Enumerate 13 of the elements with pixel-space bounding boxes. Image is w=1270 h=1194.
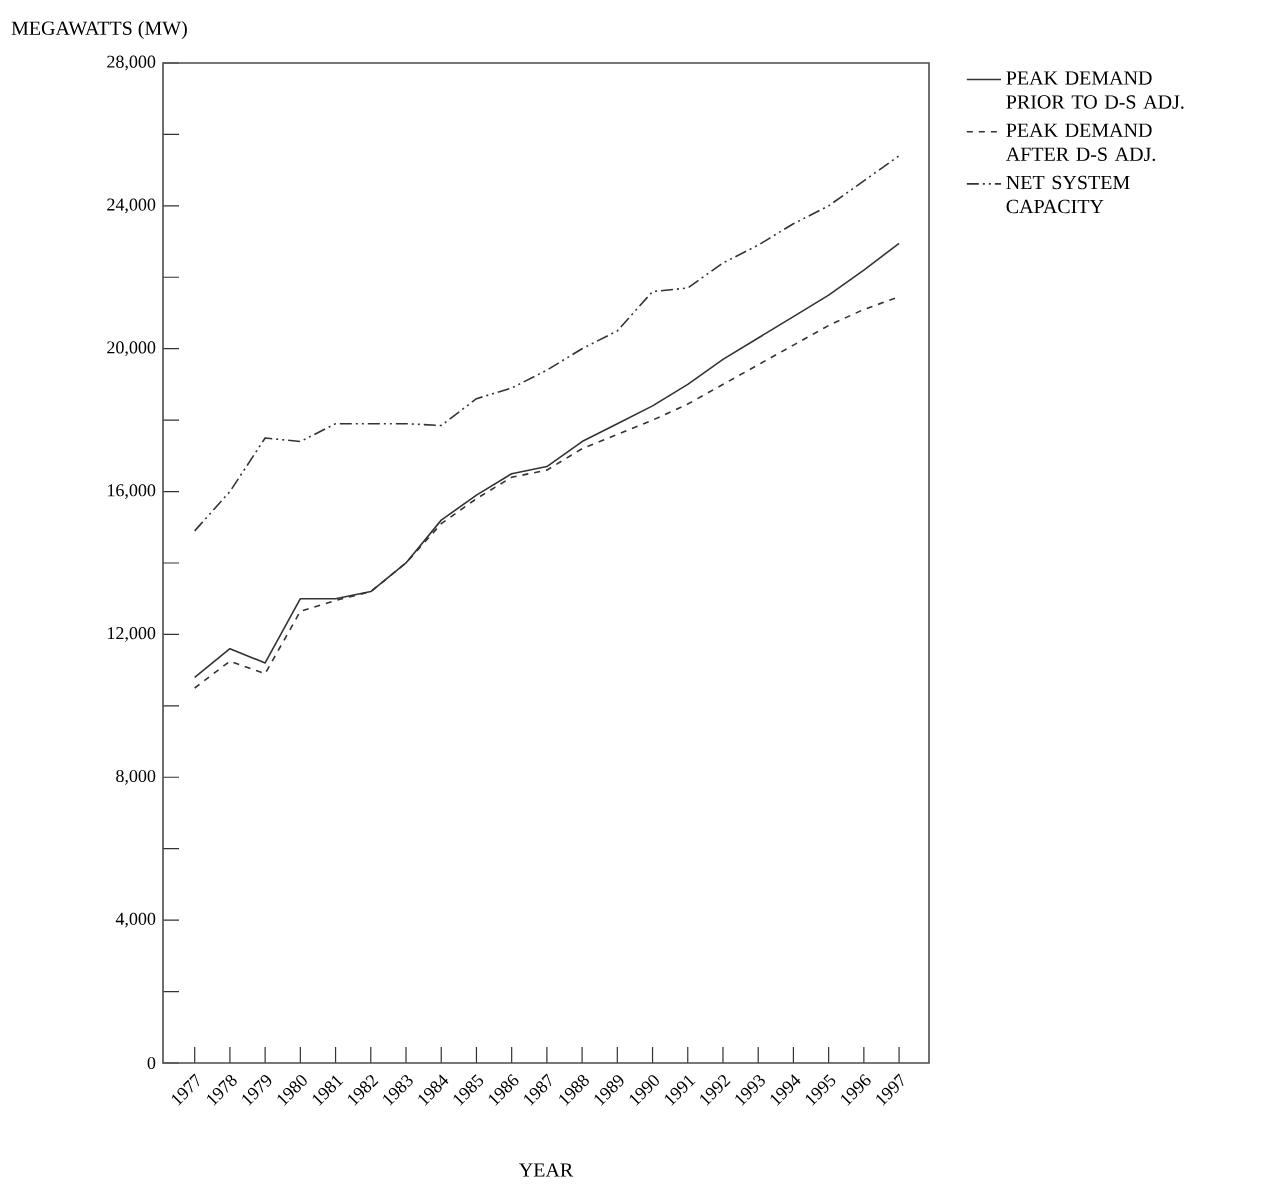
x-axis-title: YEAR	[519, 1163, 574, 1177]
legend-label: PEAK DEMAND AFTER D-S ADJ.	[1005, 123, 1155, 162]
y-tick-label: 16,000	[108, 484, 156, 499]
y-tick-label: 12,000	[108, 627, 156, 642]
y-tick-label: 4,000	[115, 912, 156, 928]
y-tick-label: 20,000	[107, 341, 156, 357]
y-tick-label: 0	[147, 1056, 156, 1070]
y-tick-label: 8,000	[116, 769, 156, 785]
legend-label: NET SYSTEM CAPACITY	[1006, 175, 1130, 214]
y-axis-title: MEGAWATTS (MW)	[11, 20, 187, 40]
y-tick-label: 24,000	[107, 198, 156, 214]
y-tick-label: 28,000	[107, 55, 156, 71]
legend-label: PEAK DEMAND PRIOR TO D-S ADJ.	[1006, 71, 1184, 109]
